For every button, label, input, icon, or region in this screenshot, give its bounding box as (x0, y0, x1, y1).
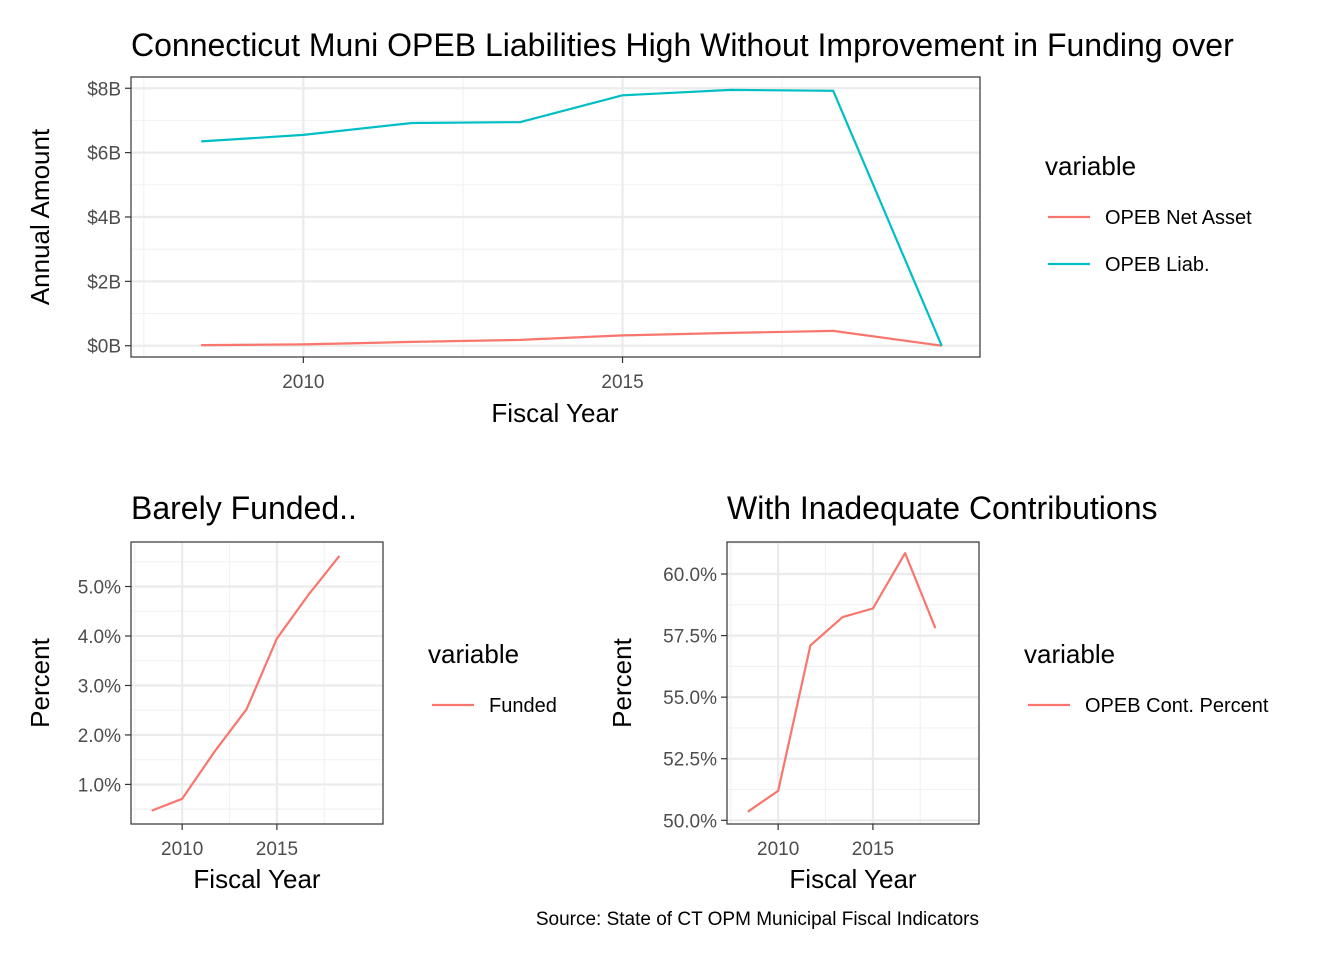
legend: variable OPEB Net Asset OPEB Liab. (1045, 151, 1252, 276)
y-tick-label: 1.0% (78, 775, 121, 796)
y-tick-label: $6B (87, 144, 121, 165)
y-tick-label: 3.0% (78, 676, 121, 697)
y-tick-label: 52.5% (663, 750, 717, 771)
legend-label: OPEB Liab. (1105, 254, 1210, 276)
legend-label: OPEB Cont. Percent (1085, 695, 1269, 717)
series-line-opeb-net-asset (201, 329, 942, 347)
y-tick-label: $0B (87, 337, 121, 358)
panel-title: With Inadequate Contributions (727, 490, 1157, 526)
y-tick-label: 4.0% (78, 627, 121, 648)
y-tick-label: $8B (87, 79, 121, 100)
y-tick-label: 57.5% (663, 627, 717, 648)
series-line-funded (151, 555, 341, 812)
y-axis-title: Percent (25, 637, 55, 727)
y-tick-label: 5.0% (78, 578, 121, 599)
x-axis-title: Fiscal Year (789, 864, 917, 894)
legend-label: OPEB Net Asset (1105, 207, 1252, 229)
y-tick-label: 60.0% (663, 565, 717, 586)
panel-border (130, 541, 384, 825)
legend-title: variable (1024, 639, 1115, 669)
chart-title: Connecticut Muni OPEB Liabilities High W… (131, 27, 1234, 63)
series-line-opeb-liab (201, 88, 943, 347)
x-tick-label: 2015 (256, 839, 298, 860)
x-tick-label: 2010 (282, 372, 324, 393)
series-line-opeb-cont-percent (747, 551, 937, 813)
panel-title: Barely Funded.. (131, 490, 357, 526)
x-tick-label: 2015 (601, 372, 643, 393)
x-tick-label: 2010 (757, 839, 799, 860)
y-tick-label: 55.0% (663, 688, 717, 709)
caption: Source: State of CT OPM Municipal Fiscal… (536, 909, 979, 930)
panel-border (726, 541, 980, 825)
legend-title: variable (1045, 151, 1136, 181)
panel-funded: 2010 2015 1.0% 2.0% 3.0% 4.0% 5.0% Barely Funde… (25, 490, 557, 894)
x-axis-title: Fiscal Year (491, 398, 619, 428)
y-axis-title: Percent (607, 637, 637, 727)
panel-contributions: 2010 2015 50.0% 52.5% 55.0% 57.5% 60.0% With In… (607, 490, 1269, 894)
y-tick-label: $4B (87, 208, 121, 229)
legend-label: Funded (489, 695, 557, 717)
y-tick-label: 2.0% (78, 726, 121, 747)
x-tick-label: 2010 (161, 839, 203, 860)
y-axis-title: Annual Amount (25, 128, 55, 305)
legend: variable OPEB Cont. Percent (1024, 639, 1269, 717)
panel-liabilities: 2010 2015 $0B $2B $4B $6B $8B Fiscal Year Annual… (25, 76, 1252, 428)
legend-title: variable (428, 639, 519, 669)
x-axis-title: Fiscal Year (193, 864, 321, 894)
x-tick-label: 2015 (852, 839, 894, 860)
y-tick-label: $2B (87, 272, 121, 293)
legend: variable Funded (428, 639, 557, 717)
y-tick-label: 50.0% (663, 811, 717, 832)
